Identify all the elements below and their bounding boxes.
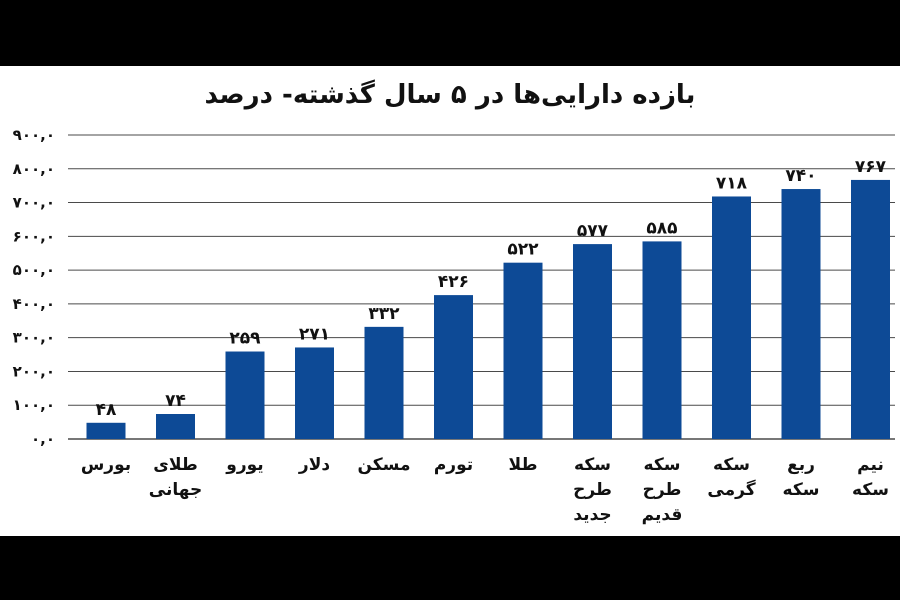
bar bbox=[503, 262, 543, 439]
bar bbox=[434, 295, 473, 439]
bar bbox=[642, 241, 682, 439]
bar bbox=[712, 196, 751, 439]
y-tick-label: ۶۰۰,۰ bbox=[13, 227, 55, 245]
y-tick-label: ۳۰۰,۰ bbox=[13, 329, 55, 347]
bar bbox=[851, 179, 890, 439]
y-tick-label: ۱۰۰,۰ bbox=[13, 396, 55, 414]
y-tick-label: ۸۰۰,۰ bbox=[13, 160, 55, 178]
data-label: ۲۷۱ bbox=[299, 324, 330, 344]
bar bbox=[573, 244, 612, 439]
chart-title: بازده دارایی‌ها در ۵ سال گذشته- درصد bbox=[204, 80, 696, 110]
category-label: طلا bbox=[509, 455, 538, 475]
category-label: نیم سکه bbox=[852, 455, 889, 500]
bar bbox=[295, 347, 334, 439]
data-label: ۷۴۰ bbox=[785, 166, 816, 186]
category-label: بورس bbox=[81, 455, 131, 475]
bar bbox=[86, 422, 126, 439]
category-label: ربع سکه bbox=[783, 455, 820, 500]
category-label: تورم bbox=[434, 455, 473, 475]
data-label: ۵۲۲ bbox=[507, 240, 539, 260]
y-tick-label: ۰,۰ bbox=[31, 430, 55, 448]
data-label: ۳۳۲ bbox=[368, 304, 400, 324]
y-tick-label: ۴۰۰,۰ bbox=[13, 295, 55, 313]
bar bbox=[225, 351, 265, 439]
data-label: ۴۲۶ bbox=[438, 272, 469, 292]
category-label: دلار bbox=[298, 455, 330, 475]
category-label: سکه طرح قدیم bbox=[642, 455, 683, 525]
y-tick-label: ۹۰۰,۰ bbox=[13, 126, 55, 144]
data-label: ۷۴ bbox=[165, 391, 186, 411]
data-label: ۵۸۵ bbox=[646, 218, 677, 238]
y-tick-label: ۲۰۰,۰ bbox=[13, 362, 55, 380]
category-label: سکه طرح جدید bbox=[573, 455, 612, 525]
category-label: طلای جهانی bbox=[149, 455, 202, 500]
data-label: ۷۶۷ bbox=[855, 157, 887, 177]
category-label: مسکن bbox=[357, 455, 410, 475]
category-label: سکه گرمی bbox=[707, 455, 755, 500]
data-label: ۵۷۷ bbox=[577, 221, 609, 241]
y-tick-label: ۵۰۰,۰ bbox=[13, 261, 55, 279]
data-label: ۴۸ bbox=[96, 400, 117, 420]
y-tick-label: ۷۰۰,۰ bbox=[13, 194, 55, 212]
bar bbox=[781, 189, 821, 439]
data-label: ۲۵۹ bbox=[229, 329, 261, 349]
data-label: ۷۱۸ bbox=[716, 173, 748, 193]
category-label: یورو bbox=[225, 455, 263, 475]
bar bbox=[156, 414, 195, 439]
bar bbox=[364, 326, 404, 439]
